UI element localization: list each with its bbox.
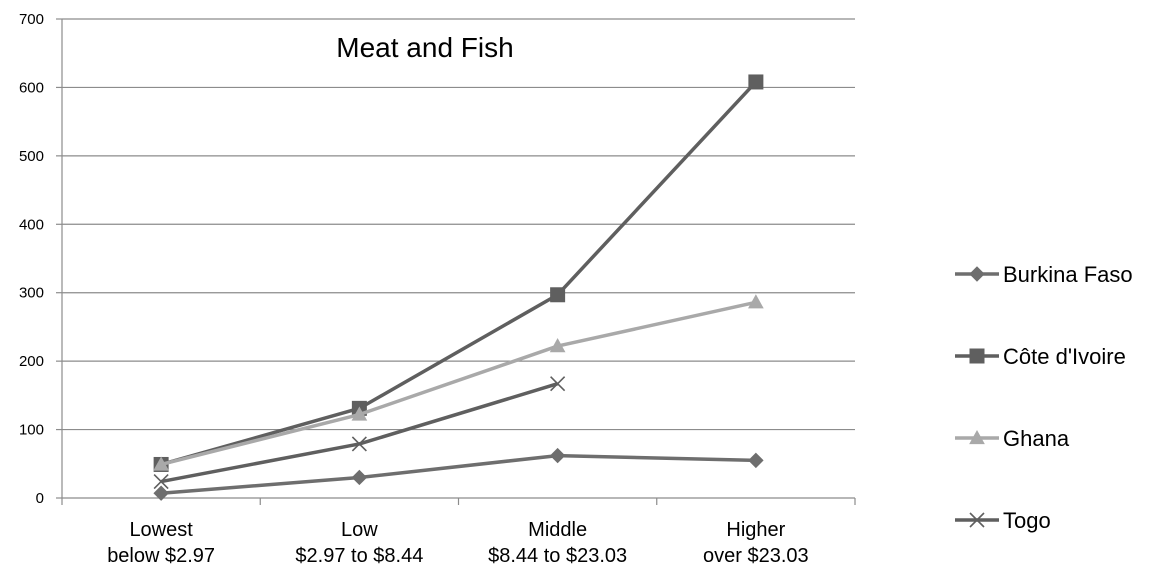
- data-point: [351, 469, 368, 486]
- y-tick-label: 300: [19, 285, 44, 302]
- x-tick-label-line: Middle: [528, 519, 587, 541]
- legend-label: Côte d'Ivoire: [1003, 344, 1126, 369]
- legend-label: Togo: [1003, 508, 1051, 533]
- x-tick-label-line: below $2.97: [107, 545, 215, 567]
- data-point: [351, 436, 367, 452]
- legend-item: Ghana: [955, 426, 1070, 451]
- data-point: [748, 294, 764, 309]
- series-line: [160, 453, 756, 495]
- data-point: [351, 406, 368, 421]
- gridlines: [62, 18, 855, 431]
- series-burkina-faso: [153, 447, 764, 501]
- x-tick-labels: Lowest below $2.97 Low $2.97 to $8.44 Middle…: [107, 519, 809, 567]
- data-point: [550, 376, 566, 392]
- data-point: [549, 447, 566, 464]
- y-tick-label: 600: [19, 79, 44, 96]
- legend-marker: [969, 429, 985, 445]
- x-tick-label: Middle $8.44 to $23.03: [488, 519, 627, 567]
- series-togo: [153, 376, 566, 490]
- legend-marker: [969, 512, 985, 528]
- legend-label: Ghana: [1003, 426, 1070, 451]
- x-tick-label: Higher over $23.03: [703, 519, 809, 567]
- x-tick-label-line: Lowest: [129, 519, 193, 541]
- legend-item: Burkina Faso: [955, 262, 1133, 287]
- x-tick-label-line: $2.97 to $8.44: [295, 545, 423, 567]
- x-tick-label-line: Higher: [726, 519, 785, 541]
- legend-item: Togo: [955, 508, 1051, 533]
- series-line: [160, 300, 757, 467]
- axes: [56, 18, 856, 505]
- data-point: [748, 452, 764, 469]
- y-tick-label: 0: [36, 490, 44, 507]
- legend: Burkina Faso Côte d'Ivoire Ghana Togo: [955, 262, 1133, 533]
- series: [153, 74, 764, 501]
- x-tick-label-line: over $23.03: [703, 545, 809, 567]
- y-tick-labels: 0 100 200 300 400 500 600 700: [19, 11, 44, 507]
- legend-item: Côte d'Ivoire: [955, 344, 1126, 369]
- data-point: [550, 287, 566, 303]
- series-line: [160, 382, 559, 484]
- series-ghana: [153, 294, 764, 471]
- x-tick-label-line: $8.44 to $23.03: [488, 545, 627, 567]
- y-tick-label: 400: [19, 216, 44, 233]
- y-tick-label: 100: [19, 422, 44, 439]
- x-tick-label-line: Low: [341, 519, 378, 541]
- y-tick-label: 500: [19, 148, 44, 165]
- chart-title: Meat and Fish: [336, 32, 513, 63]
- series-c-te-d-ivoire: [153, 74, 764, 472]
- data-point: [153, 474, 169, 490]
- data-point: [748, 74, 764, 90]
- legend-marker: [969, 348, 985, 364]
- x-tick-label: Low $2.97 to $8.44: [295, 519, 423, 567]
- data-point: [153, 485, 169, 501]
- y-tick-label: 700: [19, 11, 44, 28]
- data-point: [153, 456, 169, 471]
- legend-marker: [969, 266, 985, 282]
- series-line: [160, 80, 758, 467]
- x-tick-label: Lowest below $2.97: [107, 519, 215, 567]
- legend-label: Burkina Faso: [1003, 262, 1133, 287]
- y-tick-label: 200: [19, 353, 44, 370]
- data-point: [549, 338, 566, 353]
